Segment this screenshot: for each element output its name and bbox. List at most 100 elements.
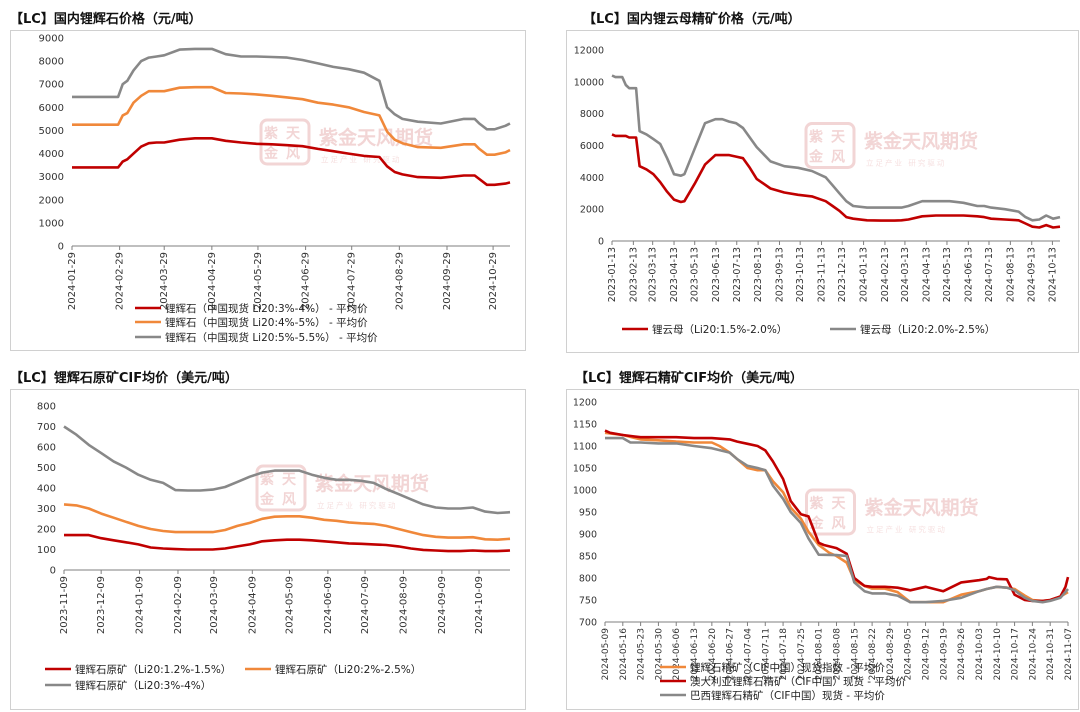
watermark-seal-glyph: 紫: [260, 471, 274, 488]
chart3-y-tick-label: 500: [37, 463, 56, 474]
chart4-x-tick-label: 2024-05-16: [619, 628, 629, 681]
chart2-x-tick-label: 2024-08-13: [1005, 247, 1016, 302]
watermark-seal-glyph: 紫: [809, 129, 823, 146]
chart2-series-1-line: [611, 133, 1061, 229]
watermark-seal-glyph: 风: [286, 146, 300, 162]
chart4-x-tick-label: 2024-09-26: [957, 628, 967, 681]
chart3-x-tick-label: 2024-06-09: [323, 576, 334, 634]
watermark-seal-glyph: 风: [282, 492, 296, 508]
chart2-x-tick-label: 2024-05-13: [942, 247, 953, 302]
watermark-tagline: 立足产业 研究驱动: [867, 524, 947, 534]
chart4-x-tick-label: 2024-08-08: [833, 628, 843, 681]
chart3-series-2-line: [63, 503, 511, 542]
chart4-y-tick-label: 1200: [573, 398, 597, 409]
chart3-y-tick-label: 100: [37, 545, 56, 556]
chart2-title: 【LC】国内锂云母精矿价格（元/吨）: [583, 12, 801, 27]
chart4-legend-label-3: 巴西锂辉石精矿（CIF中国）现货 - 平均价: [690, 689, 885, 702]
chart4-x-tick-label: 2024-05-09: [601, 628, 611, 681]
watermark-2: 紫天金 风 紫金天风期货立足产业 研究驱动: [804, 122, 978, 169]
watermark-name: 紫金天风期货: [865, 496, 979, 519]
chart4-x-tick-label: 2024-09-19: [939, 628, 949, 681]
chart1-x-tick-label: 2024-08-29: [394, 252, 405, 310]
watermark-seal-glyph: 天: [831, 130, 846, 146]
chart3-y-tick-label: 300: [37, 504, 56, 515]
chart3-y-tick-label: 200: [37, 525, 56, 536]
chart2-legend-label-2: 锂云母（Li20:2.0%-2.5%）: [860, 323, 995, 336]
watermark-seal-glyph: 金: [808, 149, 824, 166]
chart1-y-tick-label: 4000: [39, 149, 64, 160]
chart3-x-tick-label: 2023-12-09: [96, 576, 107, 634]
chart4-x-tick-label: 2024-06-20: [708, 628, 718, 681]
chart4-x-tick-label: 2024-06-27: [726, 628, 736, 680]
chart4-title: 【LC】锂辉石精矿CIF均价（美元/吨）: [575, 371, 803, 386]
watermark-name: 紫金天风期货: [864, 130, 978, 153]
chart4-x-tick-label: 2024-11-07: [1064, 628, 1074, 680]
chart4-x-tick-label: 2024-10-10: [993, 628, 1003, 681]
chart4-x-tick-label: 2024-10-17: [1011, 628, 1021, 680]
chart2-x-tick-label: 2023-09-13: [774, 247, 785, 302]
chart3-x-tick-label: 2024-03-09: [209, 576, 220, 634]
chart3-x-tick-label: 2024-02-09: [173, 576, 184, 634]
chart3-x-tick-label: 2023-11-09: [59, 576, 70, 634]
chart3-legend-label-1: 锂辉石原矿（Li20:1.2%-1.5%）: [75, 663, 231, 676]
chart1-legend-label-1: 锂辉石（中国现货 Li20:3%-4%） - 平均价: [165, 302, 368, 315]
chart2-x-tick-label: 2023-06-13: [711, 247, 722, 302]
chart2-panel: [566, 30, 1079, 353]
chart1-legend-label-2: 锂辉石（中国现货 Li20:4%-5%） - 平均价: [165, 316, 368, 329]
chart2-x-tick-label: 2024-01-13: [859, 247, 870, 302]
chart2-x-tick-label: 2024-10-13: [1047, 247, 1058, 302]
chart4-x-tick-label: 2024-08-29: [886, 628, 896, 681]
chart4-legend-label-1: 锂辉石精矿（CIF中国）现货指数 - 平均价: [690, 661, 885, 674]
chart1-x-tick-label: 2024-09-29: [442, 252, 453, 310]
chart4-y-tick-label: 1000: [573, 486, 597, 497]
chart4-x-tick-label: 2024-08-22: [868, 628, 878, 680]
chart2-x-tick-label: 2023-11-13: [817, 247, 828, 302]
chart4-x-tick-label: 2024-07-18: [779, 628, 789, 681]
chart4-y-tick-label: 900: [579, 530, 597, 541]
chart1-series-2-line: [72, 85, 511, 156]
chart4-x-tick-label: 2024-07-11: [761, 628, 771, 680]
chart2-x-tick-label: 2023-10-13: [795, 247, 806, 302]
chart4-x-tick-label: 2024-06-13: [690, 628, 700, 680]
chart2-x-tick-label: 2024-06-13: [963, 247, 974, 302]
chart2-x-tick-label: 2023-02-13: [628, 247, 639, 302]
chart1-y-tick-label: 2000: [39, 195, 64, 206]
chart4-panel: [566, 389, 1079, 710]
chart4-y-tick-label: 1100: [573, 442, 597, 453]
watermark-seal-glyph: 紫: [810, 495, 824, 512]
chart1-series-1-line: [72, 137, 511, 187]
chart3-y-tick-label: 400: [37, 484, 56, 495]
chart4-x-tick-label: 2024-07-25: [797, 628, 807, 680]
chart4-x-tick-label: 2024-09-12: [922, 628, 932, 680]
watermark-seal-glyph: 天: [286, 126, 301, 142]
chart4-legend-label-2: 澳大利亚锂辉石精矿（CIF中国）现货 - 平均价: [690, 675, 906, 688]
chart1-panel: [10, 30, 526, 351]
chart2-y-tick-label: 8000: [580, 109, 604, 120]
chart4-y-tick-label: 750: [579, 596, 597, 607]
chart3-y-tick-label: 800: [37, 402, 56, 413]
chart1-x-tick-label: 2024-03-29: [159, 252, 170, 310]
chart2-x-tick-label: 2023-01-13: [607, 247, 618, 302]
watermark-tagline: 立足产业 研究驱动: [321, 154, 401, 164]
chart4-y-tick-label: 1050: [573, 464, 597, 475]
chart3-x-tick-label: 2024-07-09: [360, 576, 371, 634]
chart3-x-tick-label: 2024-08-09: [398, 576, 409, 634]
chart2-y-tick-label: 12000: [574, 46, 604, 57]
chart2-y-tick-label: 6000: [580, 141, 604, 152]
chart1-y-tick-label: 5000: [39, 126, 64, 137]
chart3-series-1-line: [64, 533, 511, 553]
chart2-x-tick-label: 2024-03-13: [900, 247, 911, 302]
chart4-x-tick-label: 2024-06-06: [672, 628, 682, 681]
watermark-seal-glyph: 紫: [264, 125, 278, 142]
watermark-seal-glyph: 天: [832, 496, 847, 512]
watermark-tagline: 立足产业 研究驱动: [866, 158, 946, 168]
chart4-x-tick-label: 2024-05-23: [637, 628, 647, 680]
chart1-y-tick-label: 6000: [39, 103, 64, 114]
chart2-x-tick-label: 2024-02-13: [880, 247, 891, 302]
chart1-y-tick-label: 7000: [39, 80, 64, 91]
chart1-x-tick-label: 2024-04-29: [207, 252, 218, 310]
watermark-seal-glyph: 金: [259, 491, 275, 508]
chart1-x-tick-label: 2024-05-29: [253, 252, 264, 310]
chart4-x-tick-label: 2024-08-15: [850, 628, 860, 680]
